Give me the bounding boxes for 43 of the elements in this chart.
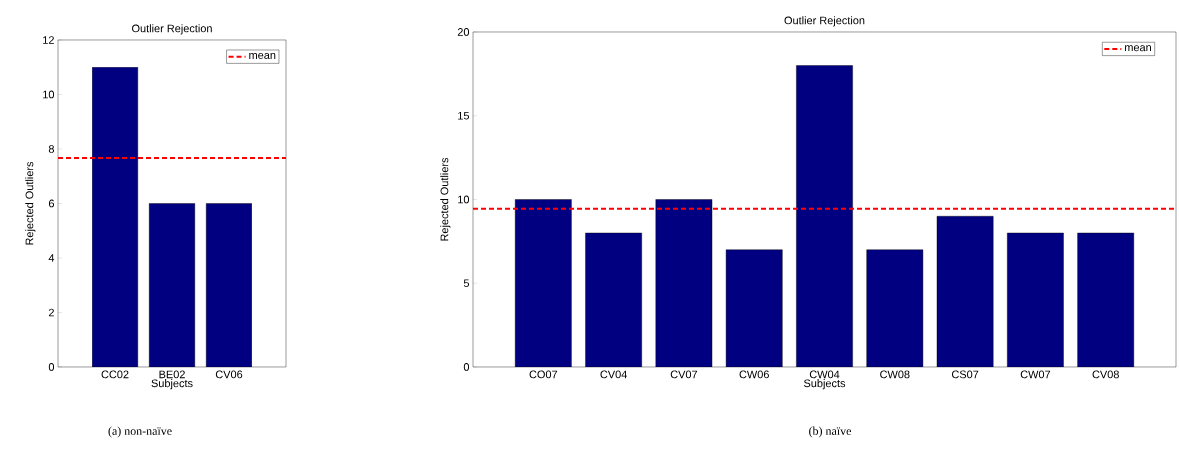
bar — [936, 216, 994, 367]
chart-title: Outlier Rejection — [132, 24, 212, 35]
x-tick-label: CW07 — [1020, 370, 1051, 379]
y-tick-label: 5 — [463, 279, 470, 288]
y-tick-label: 0 — [48, 363, 55, 371]
y-axis-title: Rejected Outliers — [25, 161, 36, 245]
bar — [796, 65, 853, 367]
y-tick-label: 2 — [48, 308, 54, 317]
y-tick-label: 20 — [457, 28, 470, 36]
text: (b) naïve — [809, 426, 851, 438]
x-tick-label: CS07 — [951, 370, 979, 379]
legend-label: mean — [1125, 45, 1151, 52]
bar — [1007, 232, 1064, 367]
y-tick-label: 12 — [43, 36, 54, 44]
y-tick-label: 8 — [48, 145, 55, 153]
y-tick-label: 10 — [43, 90, 55, 99]
text: (a) non-naïve — [108, 426, 172, 438]
bar — [585, 232, 642, 367]
y-tick-label: 6 — [48, 199, 55, 208]
chart-title: Outlier Rejection — [784, 16, 865, 27]
x-tick-label: BE02 — [159, 370, 185, 379]
x-tick-label: CO07 — [529, 370, 558, 379]
x-tick-label: CW04 — [809, 370, 840, 379]
y-tick-label: 10 — [458, 195, 470, 204]
x-tick-label: CW08 — [880, 370, 910, 379]
bar — [726, 249, 783, 367]
y-axis-title: Rejected Outliers — [440, 157, 451, 241]
x-tick-label: CV04 — [600, 370, 627, 379]
bar — [655, 199, 713, 367]
y-tick-label: 4 — [48, 254, 55, 262]
y-tick-label: 15 — [458, 111, 470, 120]
x-tick-label: CC02 — [101, 370, 129, 379]
x-axis-title: Subjects — [151, 379, 193, 390]
x-tick-label: CV07 — [670, 370, 698, 379]
y-tick-label: 0 — [463, 363, 470, 371]
x-axis-title: Subjects — [803, 379, 846, 390]
x-tick-label: CW06 — [739, 370, 769, 379]
bar — [1077, 232, 1135, 367]
bar — [866, 249, 923, 367]
x-tick-label: CV06 — [215, 370, 243, 379]
legend-label: mean — [249, 52, 276, 59]
bar — [515, 199, 572, 367]
x-tick-label: CV08 — [1092, 370, 1119, 379]
